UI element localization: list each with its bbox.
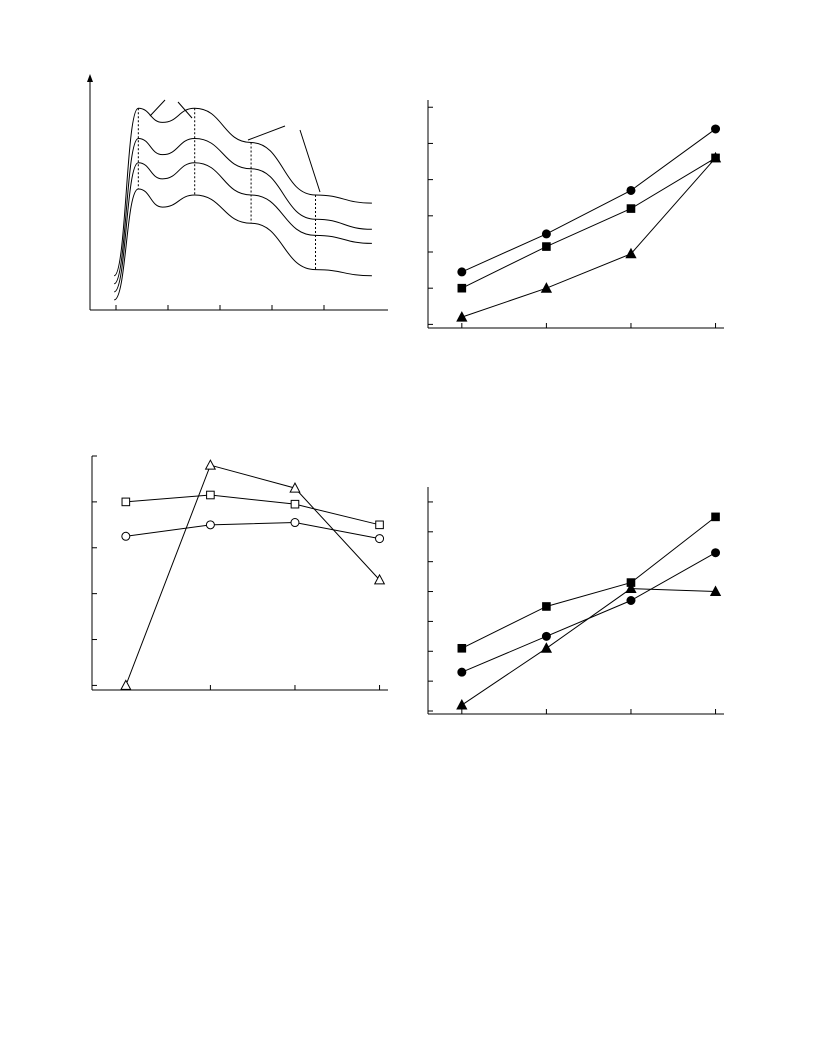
series-1-point <box>626 185 636 195</box>
series-3-point <box>625 247 637 259</box>
series-2-point <box>711 548 721 558</box>
leader-line-3 <box>247 125 286 141</box>
series-line-2 <box>461 157 716 289</box>
panel-top-left <box>87 74 388 311</box>
series-line-2 <box>461 552 716 673</box>
leader-line-4 <box>299 129 321 193</box>
series-1-point <box>457 643 467 653</box>
leader-line-1 <box>149 99 166 117</box>
series-2-point <box>121 497 131 507</box>
series-3-point <box>540 642 553 653</box>
series-1-point <box>542 602 551 611</box>
series-1-point <box>289 482 301 493</box>
series-1-point <box>373 573 386 585</box>
series-2-point <box>626 204 636 213</box>
panel-bottom-right <box>427 487 724 715</box>
series-1-point <box>541 229 551 239</box>
series-line-2 <box>125 494 380 526</box>
y-axis-arrow <box>87 74 93 82</box>
series-3-point <box>375 534 385 544</box>
series-3-point <box>709 151 722 163</box>
series-2-point <box>457 283 467 293</box>
series-3-point <box>121 531 131 541</box>
series-1-point <box>457 267 467 277</box>
series-3-point <box>625 582 637 594</box>
series-3-point <box>290 518 300 528</box>
series-2-point <box>290 499 300 509</box>
spectrum-curve-2 <box>113 138 372 285</box>
spectrum-curve-1 <box>113 107 372 277</box>
panel-bottom-left <box>91 455 388 691</box>
series-line-1 <box>461 128 716 273</box>
series-3-point <box>709 585 722 597</box>
series-3-point <box>456 311 468 322</box>
leader-line-2 <box>177 101 193 119</box>
series-line-1 <box>461 516 716 649</box>
series-3-point <box>540 282 553 293</box>
series-1-point <box>711 512 720 522</box>
series-1-point <box>711 124 721 134</box>
spectrum-curve-3 <box>113 162 372 293</box>
series-2-point <box>457 667 467 677</box>
series-2-point <box>541 631 551 641</box>
series-2-point <box>542 242 551 251</box>
series-2-point <box>626 596 636 605</box>
series-line-1 <box>125 464 380 686</box>
series-3-point <box>456 698 468 710</box>
series-1-point <box>204 459 217 470</box>
series-2-point <box>375 520 384 530</box>
series-line-3 <box>125 522 380 540</box>
series-3-point <box>205 520 215 530</box>
panel-top-right <box>427 100 724 329</box>
series-1-point <box>120 679 132 690</box>
series-2-point <box>206 490 215 500</box>
spectrum-curve-4 <box>113 188 372 301</box>
series-line-3 <box>461 157 716 318</box>
series-line-3 <box>461 588 716 706</box>
